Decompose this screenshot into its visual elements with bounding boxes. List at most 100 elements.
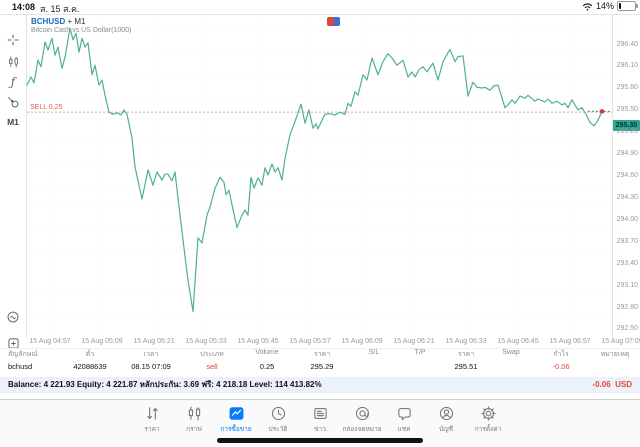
price-tick-label: 294.60 bbox=[616, 172, 638, 180]
time-tick-label: 15 Aug 06:33 bbox=[445, 338, 487, 345]
table-cell: -0.06 bbox=[552, 362, 570, 371]
positions-table-row[interactable]: bchusd 42088639 08.15 07:09 sell 0.25 295.29 2… bbox=[0, 362, 640, 371]
positions-table-header: สัญลักษณ์ ตั๋ว เวลา ประเภท Volume ราคา S/L T/P ร… bbox=[0, 349, 640, 360]
indicators-button[interactable]: ƒ bbox=[10, 75, 16, 89]
account-summary-row: Balance: 4 221.93 Equity: 4 221.87 หลักป… bbox=[0, 377, 640, 393]
new-order-button[interactable] bbox=[0, 332, 26, 354]
table-header-cell: หมายเหตุ bbox=[600, 351, 630, 358]
time-tick-label: 15 Aug 04:57 bbox=[29, 338, 71, 345]
sell-marker-icon bbox=[599, 109, 605, 114]
nav-item-chart[interactable]: กราฟ bbox=[173, 405, 215, 434]
timeframe-button[interactable]: M1 bbox=[7, 117, 19, 127]
balance-summary: Balance: 4 221.93 Equity: 4 221.87 หลักป… bbox=[8, 380, 322, 389]
chat-icon bbox=[397, 407, 411, 421]
table-header-cell: สัญลักษณ์ bbox=[8, 351, 38, 358]
accounts-icon bbox=[439, 406, 453, 421]
nav-item-label: การซื้อขาย bbox=[220, 426, 252, 433]
price-tick-label: 296.10 bbox=[616, 62, 638, 70]
price-tick-label: 294.00 bbox=[616, 215, 638, 223]
time-tick-label: 15 Aug 05:45 bbox=[237, 338, 279, 345]
table-header-cell: S/L bbox=[368, 349, 380, 356]
table-cell: 42088639 bbox=[73, 362, 107, 371]
table-cell: 0.25 bbox=[259, 362, 275, 371]
battery-icon bbox=[617, 1, 638, 11]
table-header-cell: ราคา bbox=[313, 351, 331, 358]
price-tick-label: 293.40 bbox=[616, 259, 638, 267]
table-header-cell: Swap bbox=[502, 349, 520, 356]
price-tick-label: 293.70 bbox=[616, 237, 638, 245]
sell-position-label: SELL 0.25 bbox=[30, 104, 63, 111]
battery-percent-label: 14% bbox=[595, 1, 614, 11]
nav-item-accounts[interactable]: บัญชี bbox=[425, 405, 467, 434]
objects-button[interactable] bbox=[0, 91, 26, 113]
nav-item-label: กล่องจดหมาย bbox=[342, 426, 382, 433]
price-tick-label: 294.30 bbox=[616, 193, 638, 201]
history-icon bbox=[271, 406, 285, 421]
table-header-cell: เวลา bbox=[143, 351, 159, 358]
nav-item-trade[interactable]: การซื้อขาย bbox=[215, 405, 257, 434]
nav-item-chat[interactable]: แชท bbox=[383, 405, 425, 434]
nav-item-history[interactable]: ประวัติ bbox=[257, 405, 299, 434]
table-cell: 295.51 bbox=[454, 362, 478, 371]
table-header-cell: Volume bbox=[255, 349, 279, 356]
table-cell: sell bbox=[206, 362, 218, 371]
news-icon bbox=[313, 407, 327, 420]
mailbox-icon bbox=[355, 406, 369, 421]
price-axis[interactable]: 295.30 296.40 296.10 295.80 295.50 295.20 294… bbox=[613, 14, 640, 337]
price-tick-label: 295.50 bbox=[616, 106, 638, 114]
nav-item-quotes[interactable]: ราคา bbox=[131, 405, 173, 434]
time-tick-label: 15 Aug 06:45 bbox=[497, 338, 539, 345]
time-tick-label: 15 Aug 06:21 bbox=[393, 338, 435, 345]
table-cell: bchusd bbox=[8, 362, 33, 371]
quotes-icon bbox=[146, 407, 158, 420]
clock-label: 14:08 bbox=[12, 2, 36, 12]
nav-item-label: ราคา bbox=[144, 426, 160, 433]
table-cell bbox=[490, 362, 532, 371]
quick-trade-button[interactable] bbox=[0, 306, 26, 328]
chart-region: BCHUSD + M1 Bitcoin Cash vs US Dollar(10… bbox=[0, 14, 640, 349]
bottom-navigation: ราคา กราฟ การซื้อขาย ประวัติ ข่าว กล่องจดหมาย… bbox=[0, 399, 640, 447]
symbol-label: BCHUSD bbox=[31, 17, 66, 26]
trade-icon bbox=[229, 407, 243, 420]
nav-item-mailbox[interactable]: กล่องจดหมาย bbox=[341, 405, 383, 434]
price-tick-label: 293.10 bbox=[616, 281, 638, 289]
current-price-tag: 295.30 bbox=[613, 119, 640, 131]
chart-canvas[interactable] bbox=[0, 14, 640, 337]
time-tick-label: 15 Aug 05:33 bbox=[185, 338, 227, 345]
table-header-cell: ตั๋ว bbox=[85, 351, 95, 358]
price-tick-label: 292.50 bbox=[616, 325, 638, 333]
price-tick-label: 296.40 bbox=[616, 40, 638, 48]
time-tick-label: 15 Aug 07:09 bbox=[601, 338, 640, 345]
table-header-cell: ประเภท bbox=[200, 351, 224, 358]
total-profit-label: -0.06 USD bbox=[592, 380, 632, 389]
price-tick-label: 295.80 bbox=[616, 84, 638, 92]
nav-item-settings[interactable]: การตั้งค่า bbox=[467, 405, 509, 434]
time-tick-label: 15 Aug 06:09 bbox=[341, 338, 383, 345]
chart-type-button[interactable] bbox=[0, 51, 26, 73]
table-header-cell: T/P bbox=[414, 349, 426, 356]
crosshair-button[interactable] bbox=[0, 29, 26, 51]
nav-item-label: กราฟ bbox=[186, 426, 202, 433]
price-tick-label: 294.90 bbox=[616, 150, 638, 158]
wifi-icon bbox=[582, 2, 593, 10]
timeframe-label: M1 bbox=[74, 17, 86, 26]
nav-item-label: บัญชี bbox=[438, 426, 454, 433]
home-indicator[interactable] bbox=[217, 438, 423, 443]
chart-description: Bitcoin Cash vs US Dollar(1000) bbox=[31, 27, 132, 34]
table-cell bbox=[590, 362, 640, 371]
time-axis[interactable]: 15 Aug 04:57 15 Aug 05:09 15 Aug 05:21 15 A… bbox=[0, 338, 640, 348]
chart-title[interactable]: BCHUSD + M1 bbox=[31, 17, 86, 26]
table-cell bbox=[398, 362, 442, 371]
settings-icon bbox=[480, 406, 496, 421]
time-tick-label: 15 Aug 05:21 bbox=[133, 338, 175, 345]
nav-item-news[interactable]: ข่าว bbox=[299, 405, 341, 434]
time-tick-label: 15 Aug 05:57 bbox=[289, 338, 331, 345]
chart-icon bbox=[188, 406, 200, 421]
price-tick-label: 295.20 bbox=[616, 128, 638, 136]
metatrader-logo-icon bbox=[327, 17, 340, 26]
date-label: ส. 15 ส.ค. bbox=[40, 4, 80, 14]
nav-item-label: ข่าว bbox=[314, 426, 326, 433]
table-header-cell: กำไร bbox=[553, 351, 569, 358]
table-cell: 08.15 07:09 bbox=[131, 362, 171, 371]
